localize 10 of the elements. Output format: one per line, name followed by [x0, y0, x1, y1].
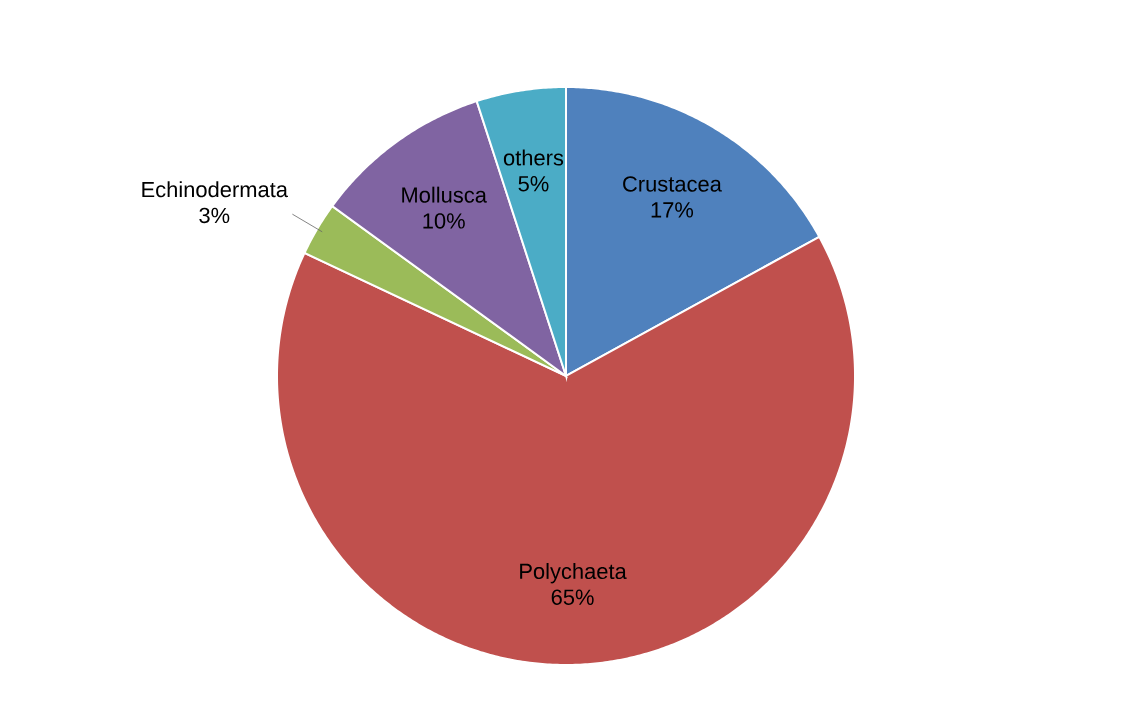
- slice-label: Crustacea: [623, 176, 722, 192]
- slice-label: Mollusca: [402, 186, 487, 203]
- slice-label: others: [503, 149, 564, 166]
- data-label: 5%: [518, 176, 549, 192]
- slice-label: Polychaeta: [520, 562, 627, 584]
- slice-label: Echinodermata: [142, 181, 288, 198]
- data-label: 65%: [551, 589, 594, 605]
- data-label: 10%: [423, 213, 465, 229]
- data-label: 3%: [199, 207, 230, 224]
- data-label: 17%: [651, 202, 694, 218]
